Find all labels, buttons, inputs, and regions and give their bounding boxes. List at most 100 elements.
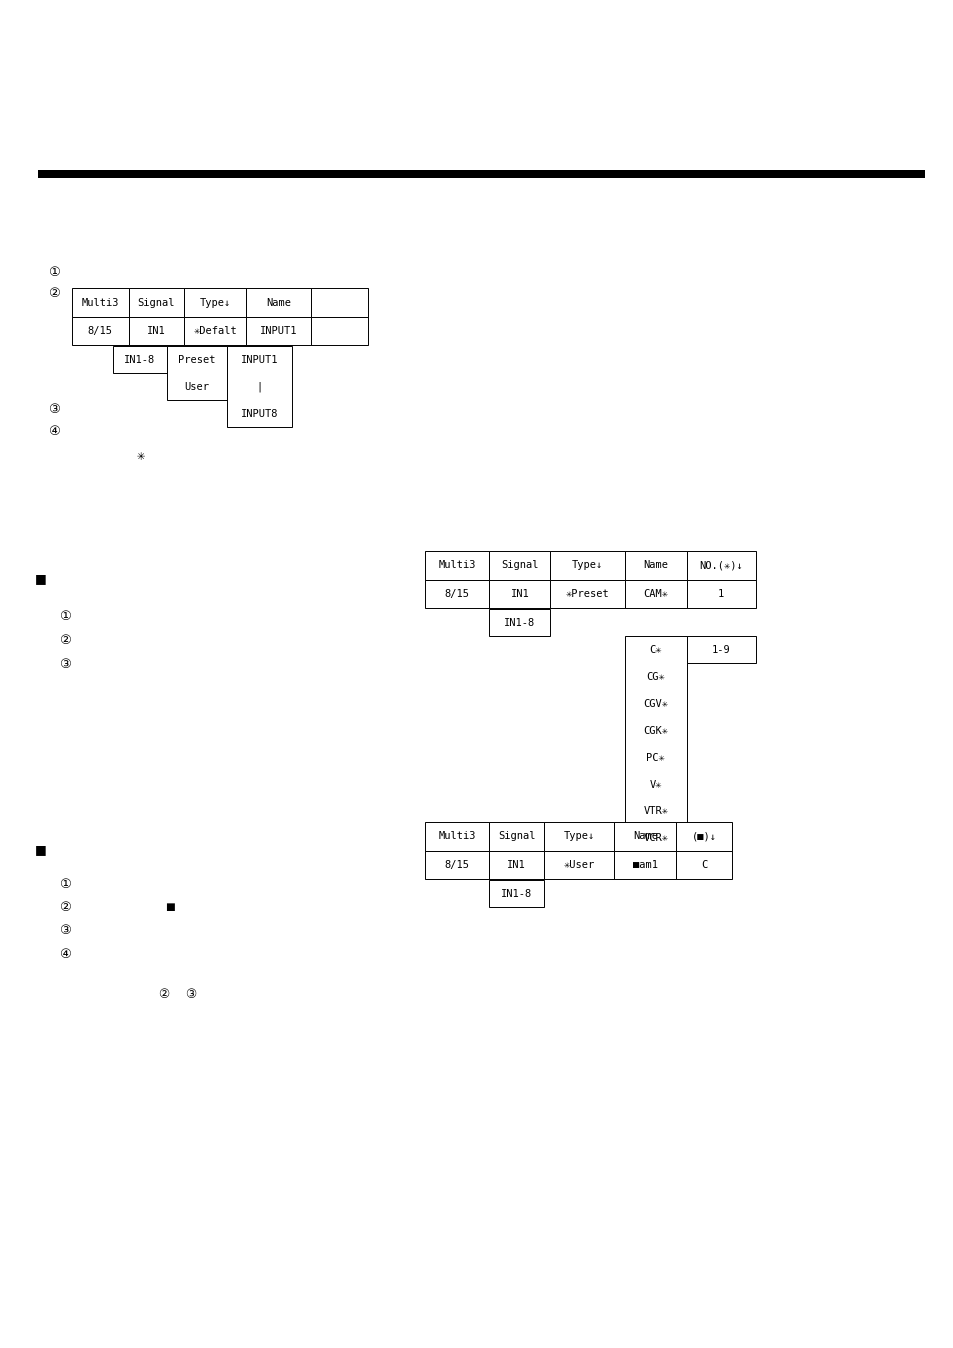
Text: Name: Name	[632, 832, 658, 841]
Text: ■: ■	[165, 902, 174, 913]
Text: CG✳: CG✳	[646, 671, 664, 682]
Bar	[676, 851, 731, 879]
Bar	[624, 580, 686, 608]
Bar	[624, 551, 686, 580]
Text: Signal: Signal	[500, 561, 538, 570]
Text: CAM✳: CAM✳	[642, 589, 668, 599]
Text: IN1-8: IN1-8	[500, 888, 532, 899]
Text: ✳User: ✳User	[563, 860, 594, 869]
Text: ③: ③	[185, 988, 196, 1002]
Text: PC✳: PC✳	[646, 752, 664, 763]
Text: ■am1: ■am1	[632, 860, 658, 869]
Bar	[227, 346, 292, 427]
Bar	[424, 580, 489, 608]
Bar	[614, 822, 676, 851]
Bar	[686, 551, 755, 580]
Bar	[38, 170, 924, 178]
Bar	[676, 822, 731, 851]
Text: User: User	[184, 381, 210, 392]
Text: Multi3: Multi3	[437, 832, 476, 841]
Text: ①: ①	[49, 266, 60, 279]
Text: Name: Name	[642, 561, 668, 570]
Text: Multi3: Multi3	[81, 298, 119, 307]
Text: C✳: C✳	[649, 644, 661, 655]
Bar	[184, 317, 246, 345]
Text: ✳Preset: ✳Preset	[565, 589, 609, 599]
Bar	[686, 636, 755, 663]
Text: IN1: IN1	[510, 589, 529, 599]
Text: ④: ④	[59, 948, 71, 961]
Text: |: |	[256, 381, 262, 392]
Text: NO.(✳)↓: NO.(✳)↓	[699, 561, 742, 570]
Text: INPUT8: INPUT8	[240, 408, 278, 419]
Text: V✳: V✳	[649, 779, 661, 790]
Text: 1-9: 1-9	[711, 644, 730, 655]
Text: ③: ③	[59, 658, 71, 671]
Text: INPUT1: INPUT1	[259, 326, 297, 336]
Bar	[167, 346, 227, 400]
Bar	[129, 288, 184, 317]
Text: ②: ②	[158, 988, 170, 1002]
Text: VTR✳: VTR✳	[642, 806, 668, 817]
Bar	[543, 851, 614, 879]
Bar	[550, 580, 624, 608]
Text: 8/15: 8/15	[444, 860, 469, 869]
Bar	[489, 580, 550, 608]
Text: IN1: IN1	[147, 326, 166, 336]
Bar	[624, 636, 686, 852]
Text: ③: ③	[49, 403, 60, 417]
Bar	[686, 580, 755, 608]
Bar	[71, 317, 129, 345]
Bar	[489, 822, 543, 851]
Bar	[489, 880, 543, 907]
Bar	[489, 851, 543, 879]
Bar	[424, 822, 489, 851]
Text: IN1-8: IN1-8	[124, 355, 155, 365]
Text: Multi3: Multi3	[437, 561, 476, 570]
Bar	[550, 551, 624, 580]
Text: 8/15: 8/15	[444, 589, 469, 599]
Bar	[129, 317, 184, 345]
Text: Name: Name	[266, 298, 291, 307]
Text: ①: ①	[59, 878, 71, 891]
Bar	[424, 851, 489, 879]
Bar	[246, 288, 311, 317]
Text: IN1-8: IN1-8	[504, 617, 535, 628]
Bar	[311, 317, 368, 345]
Text: ③: ③	[59, 923, 71, 937]
Text: 8/15: 8/15	[88, 326, 112, 336]
Text: Preset: Preset	[178, 355, 215, 365]
Bar	[543, 822, 614, 851]
Text: ④: ④	[49, 425, 60, 438]
Bar	[489, 609, 550, 636]
Bar	[489, 551, 550, 580]
Text: Type↓: Type↓	[572, 561, 602, 570]
Text: ✳: ✳	[137, 449, 145, 462]
Text: Type↓: Type↓	[563, 832, 594, 841]
Bar	[246, 317, 311, 345]
Bar	[71, 288, 129, 317]
Bar	[424, 551, 489, 580]
Text: ■: ■	[35, 572, 47, 585]
Bar	[614, 851, 676, 879]
Text: VCR✳: VCR✳	[642, 833, 668, 844]
Bar	[184, 288, 246, 317]
Text: IN1: IN1	[507, 860, 525, 869]
Text: ①: ①	[59, 609, 71, 623]
Text: ②: ②	[59, 634, 71, 647]
Text: INPUT1: INPUT1	[240, 355, 278, 365]
Text: Type↓: Type↓	[199, 298, 231, 307]
Text: CGK✳: CGK✳	[642, 725, 668, 736]
Text: CGV✳: CGV✳	[642, 698, 668, 709]
Text: 1: 1	[718, 589, 723, 599]
Text: (■)↓: (■)↓	[691, 832, 716, 841]
Text: ②: ②	[49, 287, 60, 301]
Text: ✳Defalt: ✳Defalt	[193, 326, 236, 336]
Text: ②: ②	[59, 900, 71, 914]
Text: C: C	[700, 860, 706, 869]
Text: Signal: Signal	[137, 298, 175, 307]
Bar	[112, 346, 167, 373]
Text: ■: ■	[35, 842, 47, 856]
Text: Signal: Signal	[497, 832, 535, 841]
Bar	[311, 288, 368, 317]
